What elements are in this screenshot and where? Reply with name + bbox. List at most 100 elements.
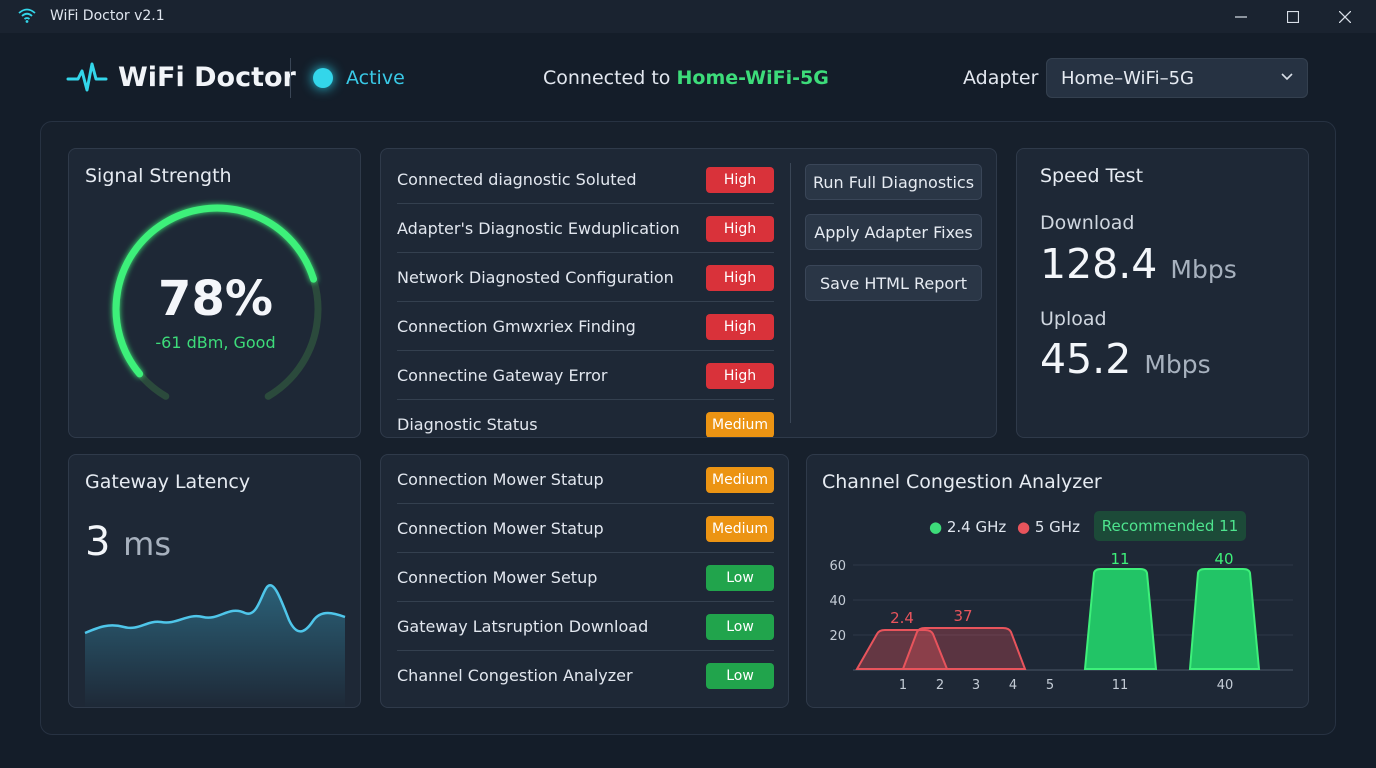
wifi-icon [18,8,36,23]
latency-line [84,584,346,635]
peak-label: 37 [953,607,972,625]
app-name: WiFi Doctor [118,62,296,93]
upload-speed: 45.2 Mbps [1040,335,1211,383]
adapter-select[interactable]: Home–WiFi–5G [1046,58,1308,98]
ssid-name: Home-WiFi-5G [676,67,829,89]
diagnostic-label: Diagnostic Status [397,415,538,434]
peak-label: 11 [1110,550,1129,568]
diagnostic-row[interactable]: Connection Mower Statup Medium [397,455,774,504]
actions-divider [790,163,791,423]
severity-badge: High [706,363,774,389]
y-tick-label: 40 [829,594,846,609]
channel-congestion-card: Channel Congestion Analyzer ● 2.4 GHz ● … [806,454,1309,708]
y-tick-label: 60 [829,559,846,574]
download-value: 128.4 [1040,240,1158,288]
channel-shape-24ghz [1188,568,1261,670]
legend-5ghz: ● 5 GHz [1017,518,1080,536]
connection-status: Connected to Home-WiFi-5G [543,67,829,89]
legend-5ghz-label: 5 GHz [1034,518,1080,536]
chevron-down-icon [1281,73,1293,81]
speed-test-card: Speed Test Download 128.4 Mbps Upload 45… [1016,148,1309,438]
download-label: Download [1040,212,1135,234]
severity-badge: Low [706,565,774,591]
severity-badge: High [706,314,774,340]
minimize-icon [1235,16,1247,18]
latency-sparkline [84,584,346,707]
diagnostic-row[interactable]: Connection Gmwxriex Finding High [397,302,774,351]
severity-badge: Medium [706,412,774,437]
signal-strength-card: Signal Strength 78% -61 dBm, Good [68,148,361,438]
diagnostic-label: Connected diagnostic Soluted [397,170,637,189]
x-tick-label: 2 [936,678,944,693]
latency-title: Gateway Latency [85,471,251,493]
y-tick-label: 20 [829,629,846,644]
gauge-fill [112,204,317,378]
status-text: Active [346,67,405,89]
diagnostic-row[interactable]: Connected diagnostic Soluted High [397,155,774,204]
diagnostic-label: Connection Mower Statup [397,519,604,538]
minimize-button[interactable] [1218,4,1264,30]
channel-shape-5ghz [901,627,1027,670]
maximize-icon [1287,11,1299,23]
severity-badge: High [706,167,774,193]
diagnostic-row[interactable]: Adapter's Diagnostic Ewduplication High [397,204,774,253]
diagnostics-card: Connected diagnostic Soluted High Adapte… [380,148,997,438]
diagnostic-row[interactable]: Connection Mower Statup Medium [397,504,774,553]
speed-title: Speed Test [1040,165,1144,187]
close-icon [1339,11,1351,23]
signal-percent: 78% [158,271,273,327]
channel-title: Channel Congestion Analyzer [822,471,1102,493]
y-tick-labels: 60 40 20 [829,559,846,644]
x-tick-label: 5 [1046,678,1054,693]
x-tick-label: 40 [1217,678,1234,693]
x-tick-label: 4 [1009,678,1017,693]
diagnostic-row[interactable]: Connection Mower Setup Low [397,553,774,602]
adapter-value: Home–WiFi–5G [1061,68,1195,89]
recommended-badge: Recommended 11 [1094,511,1246,541]
gateway-latency-card: Gateway Latency 3 ms [68,454,361,708]
severity-badge: Low [706,663,774,689]
diagnostic-label: Network Diagnosted Configuration [397,268,674,287]
legend-dot-red: ● [1017,518,1031,536]
upload-label: Upload [1040,308,1107,330]
maximize-button[interactable] [1270,4,1316,30]
diagnostic-label: Connectine Gateway Error [397,366,608,385]
severity-badge: High [706,216,774,242]
latency-unit: ms [123,525,172,563]
upload-value: 45.2 [1040,335,1132,383]
diagnostic-row[interactable]: Channel Congestion Analyzer Low [397,651,774,700]
x-tick-label: 11 [1112,678,1129,693]
legend-24ghz: ● 2.4 GHz [929,518,1006,536]
severity-badge: Medium [706,516,774,542]
latency-area [85,585,345,707]
window-title: WiFi Doctor v2.1 [50,8,165,24]
diagnostic-row[interactable]: Diagnostic Status Medium [397,400,774,437]
severity-badge: High [706,265,774,291]
latency-value: 3 [85,519,111,565]
diagnostic-row[interactable]: Network Diagnosted Configuration High [397,253,774,302]
diagnostic-row[interactable]: Gateway Latsruption Download Low [397,602,774,651]
peak-label: 40 [1214,550,1233,568]
status-indicator [313,68,333,88]
diagnostic-label: Connection Gmwxriex Finding [397,317,636,336]
severity-badge: Low [706,614,774,640]
x-tick-label: 3 [972,678,980,693]
download-unit: Mbps [1170,255,1237,284]
diagnostics-card-secondary: Connection Mower Statup Medium Connectio… [380,454,789,708]
legend-24ghz-label: 2.4 GHz [946,518,1007,536]
diagnostic-row[interactable]: Connectine Gateway Error High [397,351,774,400]
diagnostic-label: Adapter's Diagnostic Ewduplication [397,219,680,238]
severity-badge: Medium [706,467,774,493]
run-diagnostics-button[interactable]: Run Full Diagnostics [805,164,982,200]
latency-readout: 3 ms [85,519,171,565]
signal-gauge [112,204,322,400]
peak-labels: 2.4 37 11 40 [890,550,1233,627]
adapter-label: Adapter [963,67,1039,89]
x-tick-label: 1 [899,678,907,693]
save-report-button[interactable]: Save HTML Report [805,265,982,301]
signal-detail: -61 dBm, Good [155,333,276,352]
diagnostic-label: Channel Congestion Analyzer [397,666,633,685]
download-speed: 128.4 Mbps [1040,240,1237,288]
apply-fixes-button[interactable]: Apply Adapter Fixes [805,214,982,250]
close-button[interactable] [1322,4,1368,30]
